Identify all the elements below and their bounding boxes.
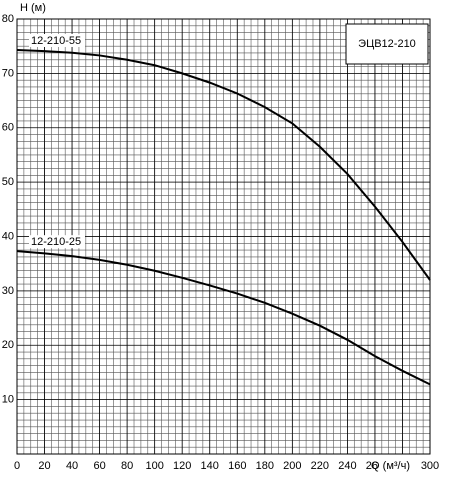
y-tick-label: 10 xyxy=(2,394,14,406)
y-tick-label: 30 xyxy=(2,285,14,297)
chart-title: ЭЦВ12-210 xyxy=(358,38,416,50)
x-tick-label: 80 xyxy=(121,460,133,472)
series-label: 12-210-25 xyxy=(31,236,81,248)
series-line xyxy=(16,48,431,281)
x-tick-label: 160 xyxy=(228,460,246,472)
y-tick-label: 60 xyxy=(2,122,14,134)
y-axis-label: H (м) xyxy=(20,2,46,14)
x-tick-label: 0 xyxy=(14,460,20,472)
y-tick-label: 20 xyxy=(2,339,14,351)
x-tick-label: 220 xyxy=(311,460,329,472)
x-axis-label: Q (м³/ч) xyxy=(371,460,410,472)
title-box xyxy=(345,23,429,65)
x-tick-label: 200 xyxy=(283,460,301,472)
x-tick-label: 20 xyxy=(38,460,50,472)
x-label-bg xyxy=(378,459,414,473)
y-tick-label: 70 xyxy=(2,67,14,79)
x-tick-label: 60 xyxy=(93,460,105,472)
series-label-bg xyxy=(29,235,85,249)
y-tick-label: 50 xyxy=(2,176,14,188)
series-label-bg xyxy=(29,33,85,47)
y-tick-label: 80 xyxy=(2,13,14,25)
x-tick-label: 120 xyxy=(173,460,191,472)
x-tick-label: 40 xyxy=(66,460,78,472)
x-tick-label: 180 xyxy=(256,460,274,472)
x-tick-label: 300 xyxy=(421,460,439,472)
series-label: 12-210-55 xyxy=(31,35,81,47)
x-tick-label: 240 xyxy=(338,460,356,472)
x-tick-label: 140 xyxy=(201,460,219,472)
y-tick-label: 40 xyxy=(2,230,14,242)
x-tick-label: 100 xyxy=(145,460,163,472)
series-line xyxy=(16,250,431,386)
